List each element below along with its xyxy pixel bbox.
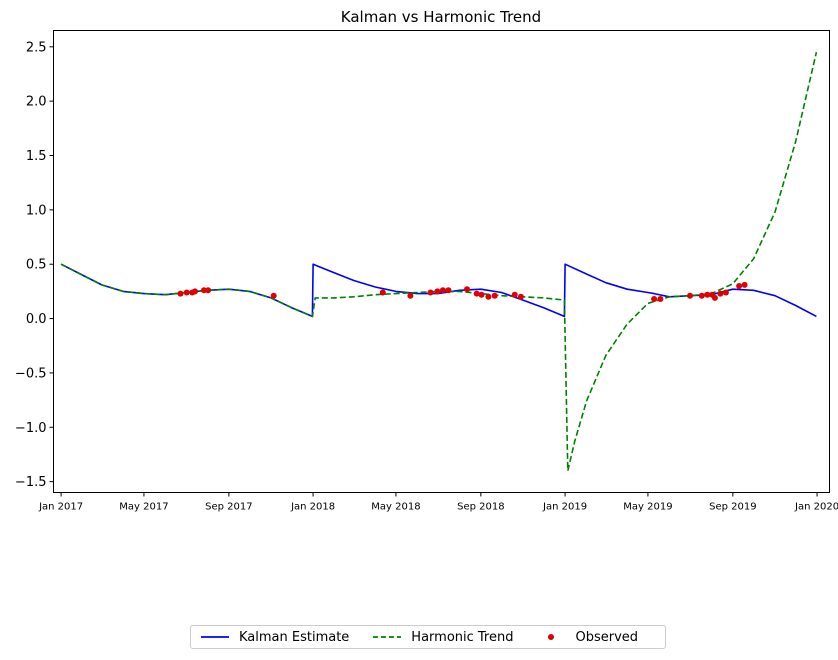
observed-point <box>722 289 729 296</box>
y-tick-label: −1.0 <box>15 421 47 436</box>
observed-point <box>657 296 664 302</box>
y-tick-label: −0.5 <box>15 366 47 381</box>
legend-label-harmonic: Harmonic Trend <box>411 629 514 645</box>
observed-point <box>711 294 718 301</box>
harmonic-trend-line <box>60 52 818 472</box>
x-tick-label: Jan 2019 <box>542 502 587 513</box>
observed-point <box>698 292 705 299</box>
y-tick-label: −1.5 <box>15 475 47 490</box>
x-tick-label: Sep 2017 <box>205 502 252 513</box>
x-tick-label: Jan 2020 <box>794 502 838 513</box>
x-tick-label: Sep 2019 <box>709 502 756 513</box>
observed-point <box>201 287 207 294</box>
legend-label-kalman: Kalman Estimate <box>239 629 350 645</box>
observed-point <box>379 289 386 296</box>
legend-item-kalman: Kalman Estimate <box>201 630 349 645</box>
observed-point <box>491 292 498 299</box>
observed-point <box>177 290 184 297</box>
legend: Kalman Estimate Harmonic Trend Observed <box>190 625 666 649</box>
observed-point <box>192 288 198 295</box>
observed-point <box>478 291 485 298</box>
observed-point <box>736 283 743 289</box>
plot-area <box>60 52 818 472</box>
x-tick-label: May 2019 <box>623 502 672 513</box>
x-tick-label: Sep 2018 <box>457 502 504 513</box>
observed-point <box>205 287 212 294</box>
observed-point <box>445 287 452 294</box>
observed-point <box>434 288 441 295</box>
y-tick-label: 0.0 <box>26 312 47 327</box>
y-tick-label: 2.5 <box>26 40 47 55</box>
observed-point <box>651 296 658 302</box>
x-axis: Jan 2017 May 2017 Sep 2017 Jan 2018 May 2018… <box>38 492 838 513</box>
y-axis: −1.5 −1.0 −0.5 0.0 0.5 1.0 1.5 2.0 2.5 <box>15 40 54 490</box>
y-tick-label: 0.5 <box>26 258 47 273</box>
observed-point <box>517 293 524 300</box>
kalman-line-swatch <box>201 632 229 642</box>
observed-point <box>704 291 711 298</box>
observed-point <box>183 289 190 296</box>
legend-item-observed: Observed <box>537 630 638 645</box>
observed-point <box>464 286 470 293</box>
y-tick-label: 1.0 <box>26 203 47 218</box>
observed-point <box>717 290 724 297</box>
observed-point <box>485 293 492 300</box>
observed-marker-swatch <box>537 632 565 642</box>
x-tick-label: May 2017 <box>119 502 168 513</box>
observed-point <box>511 291 518 298</box>
observed-point <box>439 287 446 294</box>
legend-item-harmonic: Harmonic Trend <box>373 630 513 645</box>
observed-point <box>687 292 693 299</box>
chart-title: Kalman vs Harmonic Trend <box>341 8 541 26</box>
legend-label-observed: Observed <box>575 629 639 645</box>
observed-point <box>741 281 748 288</box>
observed-point <box>427 289 434 296</box>
observed-point <box>270 292 277 299</box>
x-tick-label: Jan 2017 <box>38 502 83 513</box>
x-tick-label: Jan 2018 <box>290 502 335 513</box>
y-tick-label: 2.0 <box>26 95 47 110</box>
harmonic-line-swatch <box>373 632 402 642</box>
observed-point <box>473 290 480 297</box>
x-tick-label: May 2018 <box>371 502 420 513</box>
observed-point <box>407 292 414 299</box>
y-tick-label: 1.5 <box>26 149 47 164</box>
axes-frame <box>53 30 830 493</box>
